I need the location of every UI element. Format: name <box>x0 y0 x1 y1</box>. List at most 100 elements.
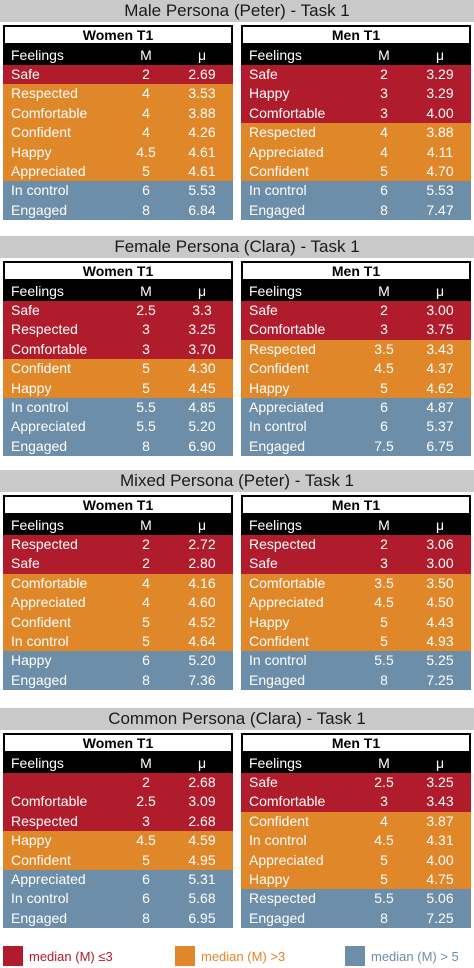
mean-value: 3.09 <box>188 793 216 810</box>
mean-value: 3.06 <box>426 536 454 552</box>
median-value: 2 <box>142 66 150 82</box>
mean-value: 2.68 <box>188 812 216 829</box>
mean-value: 4.62 <box>426 379 454 396</box>
median-value: 3 <box>380 555 388 572</box>
legend-item: median (M) >3 <box>175 945 285 967</box>
table-row: Confident 4 4.26 <box>3 123 233 143</box>
table-row: Engaged 7.5 6.75 <box>241 436 471 457</box>
median-value: 2 <box>142 774 150 790</box>
mean-value: 4.85 <box>188 398 216 415</box>
feeling-label: Happy <box>249 85 290 102</box>
column-header-median: M <box>140 517 152 533</box>
median-value: 3 <box>380 321 388 338</box>
table-row: Appreciated 6 5.31 <box>3 869 233 890</box>
median-value: 2 <box>380 536 388 552</box>
mean-value: 4.93 <box>426 632 454 649</box>
mean-value: 7.25 <box>426 671 454 688</box>
mean-value: 3.88 <box>426 124 454 141</box>
table-group-label: Women T1 <box>3 733 233 753</box>
feeling-label: Appreciated <box>249 594 324 611</box>
table-row: In control 5 4.64 <box>3 631 233 652</box>
table-group-label: Women T1 <box>3 25 233 45</box>
mean-value: 3.87 <box>426 812 454 829</box>
mean-value: 4.70 <box>426 162 454 179</box>
median-value: 5.5 <box>374 652 394 669</box>
table-row: In control 4.5 4.31 <box>241 831 471 851</box>
table-row: Comfortable 3.5 3.50 <box>241 573 471 594</box>
median-value: 3 <box>142 812 150 829</box>
median-value: 4.5 <box>374 832 394 849</box>
mean-value: 4.61 <box>188 143 216 160</box>
column-header-mean: μ <box>435 755 445 771</box>
table-row: Appreciated 5 4.00 <box>241 850 471 870</box>
feeling-label: Appreciated <box>249 851 324 868</box>
table-row: Appreciated 4 4.60 <box>3 593 233 613</box>
feeling-label: In control <box>11 182 69 199</box>
column-header-feelings: Feelings <box>249 517 302 533</box>
feeling-label: Safe <box>249 774 278 790</box>
table-row: Safe 2.5 3.3 <box>3 301 233 321</box>
column-header-median: M <box>140 283 152 299</box>
median-value: 8 <box>142 909 150 926</box>
column-header-mean: μ <box>197 47 207 63</box>
table-row: Happy 5 4.62 <box>241 378 471 398</box>
feeling-label: Engaged <box>11 201 68 218</box>
table-row: In control 5.5 5.25 <box>241 651 471 671</box>
table-group-label: Men T1 <box>241 25 471 45</box>
feeling-label: Appreciated <box>11 162 86 179</box>
feeling-label: Happy <box>249 870 290 887</box>
table-row: Engaged 8 7.25 <box>241 908 471 929</box>
feeling-label: In control <box>11 890 69 907</box>
table-row: Comfortable 3 3.43 <box>241 792 471 812</box>
feeling-label: Appreciated <box>249 143 324 160</box>
median-value: 5.5 <box>136 418 156 435</box>
table-row: Safe 3 3.00 <box>241 554 471 574</box>
median-value: 3 <box>142 321 150 338</box>
median-value: 3 <box>380 85 388 102</box>
feeling-label: Comfortable <box>249 104 326 121</box>
mean-value: 5.53 <box>188 182 216 199</box>
feeling-label: Engaged <box>11 671 68 688</box>
feeling-label: Appreciated <box>11 594 86 611</box>
table-row: Confident 5 4.95 <box>3 850 233 870</box>
table-row: Safe 2 2.69 <box>3 65 233 85</box>
column-header-median: M <box>378 755 390 771</box>
mean-value: 4.75 <box>426 870 454 887</box>
median-value: 5 <box>142 360 150 377</box>
mean-value: 6.95 <box>188 909 216 926</box>
table-row: Respected 2 3.06 <box>241 535 471 555</box>
median-value: 5 <box>142 613 150 630</box>
median-value: 2 <box>380 66 388 82</box>
feeling-label: Comfortable <box>11 340 88 357</box>
table-group-label: Women T1 <box>3 261 233 281</box>
median-value: 5 <box>142 851 150 868</box>
feeling-label: Confident <box>11 851 71 868</box>
table-row: Appreciated 4.5 4.50 <box>241 593 471 613</box>
mean-value: 4.45 <box>188 379 216 396</box>
feeling-label: Comfortable <box>11 574 88 591</box>
mean-value: 4.87 <box>426 398 454 415</box>
median-value: 5 <box>380 379 388 396</box>
section-title: Male Persona (Peter) - Task 1 <box>0 0 474 22</box>
mean-value: 6.90 <box>188 437 216 454</box>
table-row: Respected 3 3.25 <box>3 320 233 340</box>
mean-value: 2.68 <box>188 774 216 790</box>
column-header-median: M <box>378 517 390 533</box>
median-value: 2.5 <box>374 774 394 790</box>
section-title: Common Persona (Clara) - Task 1 <box>0 708 474 730</box>
column-header-median: M <box>140 755 152 771</box>
mean-value: 4.60 <box>188 594 216 611</box>
column-header-feelings: Feelings <box>249 283 302 299</box>
feeling-label: Confident <box>249 360 309 377</box>
column-header-feelings: Feelings <box>249 47 302 63</box>
feeling-label: In control <box>11 632 69 649</box>
table-row: Comfortable 3 3.75 <box>241 320 471 340</box>
table-row: In control 5.5 4.85 <box>3 397 233 418</box>
table-row: Comfortable 4 3.88 <box>3 103 233 124</box>
